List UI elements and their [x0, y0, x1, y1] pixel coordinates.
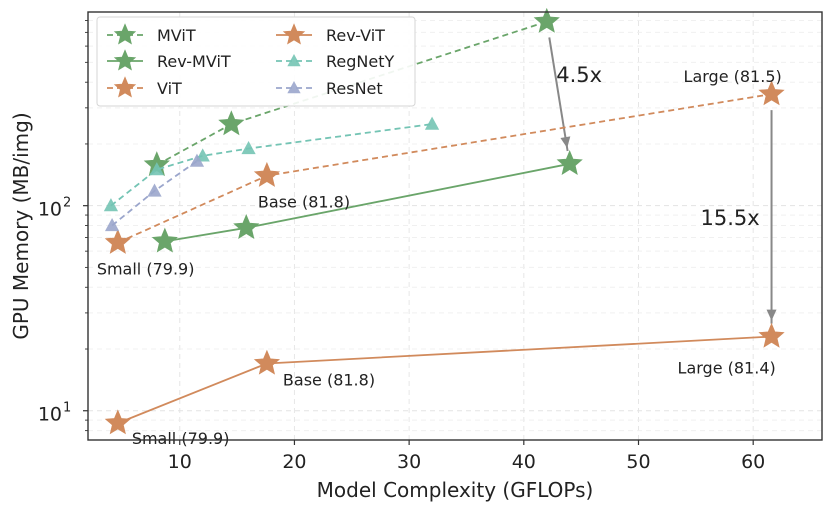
data-point-triangle [147, 183, 162, 197]
data-point-star [151, 227, 178, 253]
series-resnet [104, 153, 205, 232]
data-point-star [104, 409, 131, 435]
data-point-star [758, 80, 785, 106]
legend-label: Rev-ViT [326, 26, 385, 45]
data-point-star [253, 349, 281, 375]
legend-box [96, 16, 416, 107]
data-point-triangle [241, 141, 256, 155]
annotation-label: Base (81.8) [283, 370, 375, 389]
data-point-star [253, 161, 281, 187]
data-point-triangle [424, 116, 440, 130]
legend-item-rev-vit: Rev-ViT [276, 23, 385, 45]
annotation-label: Small (79.9) [97, 260, 195, 279]
series [103, 7, 785, 435]
legend-marker [113, 23, 137, 45]
arrow-line [548, 37, 569, 152]
arrow-head [560, 136, 571, 149]
arrows [548, 37, 777, 324]
legend-item-vit: ViT [107, 76, 182, 98]
legend-item-regnety: RegNetY [276, 52, 394, 71]
annotation-label: 15.5x [701, 206, 760, 230]
data-point-triangle [189, 153, 205, 167]
x-tick-label: 40 [512, 451, 536, 473]
series-regnety [103, 116, 440, 212]
y-tick-exponent: 2 [63, 196, 71, 211]
arrow-head [766, 309, 777, 321]
legend-label: ViT [157, 79, 182, 98]
data-point-star [556, 150, 583, 175]
data-point-star [104, 228, 131, 254]
legend-item-mvit: MViT [107, 23, 196, 45]
x-tick-label: 60 [741, 451, 765, 473]
legend-marker [287, 81, 301, 94]
series-vit [104, 80, 785, 254]
data-point-triangle [149, 162, 164, 176]
annotation-label: Small (79.9) [132, 429, 230, 448]
series-line [117, 93, 772, 244]
series-line [117, 335, 772, 424]
legend-label: ResNet [326, 79, 383, 98]
series-line [164, 162, 570, 243]
data-point-star [533, 7, 560, 33]
data-point-star [218, 110, 245, 136]
legend-label: RegNetY [326, 52, 394, 71]
data-point-triangle [103, 198, 119, 212]
series-rev-mvit [151, 150, 583, 253]
y-tick-label: 10 [38, 404, 62, 426]
legend-item-resnet: ResNet [276, 79, 383, 98]
legend-label: MViT [157, 26, 196, 45]
series-rev-vit [104, 322, 785, 435]
y-axis-label: GPU Memory (MB/img) [9, 112, 33, 339]
legend: MViT Rev-MViT ViT Rev-ViT RegNetY ResNet [96, 16, 416, 107]
data-point-star [233, 214, 260, 239]
legend-marker [113, 49, 137, 71]
y-tick-exponent: 1 [63, 401, 71, 416]
legend-marker [113, 76, 137, 98]
annotation-label: Large (81.4) [678, 359, 776, 378]
data-point-triangle [104, 218, 120, 232]
annotations: Small (79.9) Base (81.8) Large (81.5) Small… [97, 63, 782, 448]
data-point-star [758, 322, 785, 348]
annotation-label: Base (81.8) [258, 193, 350, 212]
annotation-label: 4.5x [556, 63, 602, 87]
x-tick-label: 20 [282, 451, 306, 473]
series-line [110, 123, 433, 207]
legend-label: Rev-MViT [157, 52, 231, 71]
legend-marker [287, 54, 301, 67]
y-tick-label: 10 [38, 199, 62, 221]
x-tick-label: 30 [397, 451, 421, 473]
annotation-label: Large (81.5) [684, 67, 782, 86]
legend-marker [282, 23, 306, 45]
x-axis-label: Model Complexity (GFLOPs) [317, 478, 594, 502]
x-tick-label: 10 [168, 451, 192, 473]
x-tick-label: 50 [626, 451, 650, 473]
legend-item-rev-mvit: Rev-MViT [107, 49, 231, 71]
